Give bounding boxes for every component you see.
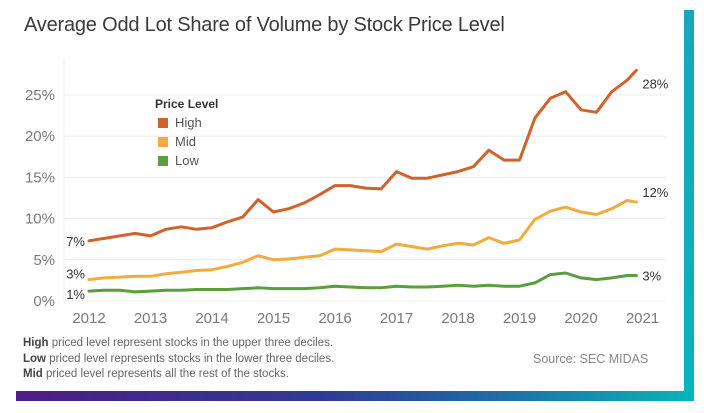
x-tick-label: 2014 <box>195 310 228 327</box>
footnotes: High priced level represent stocks in th… <box>23 336 334 383</box>
footnote-low: Low priced level represents stocks in th… <box>23 352 334 368</box>
end-labels: 7% 28% 3% 12% 1% 3% <box>66 76 669 302</box>
footnote-high-term: High <box>23 337 49 349</box>
footnote-high-text: priced level represent stocks in the upp… <box>48 337 334 349</box>
series-lines <box>87 68 638 294</box>
footnote-low-term: Low <box>23 352 46 365</box>
legend-item-high[interactable]: High <box>155 113 218 132</box>
start-label-mid: 3% <box>66 267 85 282</box>
legend-swatch-low <box>158 155 168 166</box>
y-tick-label: 0% <box>33 293 55 310</box>
legend-label-high: High <box>175 115 202 130</box>
legend-title: Price Level <box>155 97 219 111</box>
x-tick-label: 2012 <box>72 310 105 327</box>
y-tick-label: 15% <box>25 169 55 186</box>
y-tick-label: 5% <box>33 252 55 269</box>
legend-label-mid: Mid <box>175 134 196 149</box>
series-line-low[interactable] <box>87 271 638 294</box>
frame-bottom-bar <box>16 391 694 401</box>
end-label-mid: 12% <box>642 185 668 200</box>
y-axis: 0% 5% 10% 15% 20% 25% <box>25 87 55 310</box>
y-tick-label: 10% <box>25 211 55 228</box>
start-label-high: 7% <box>66 234 85 249</box>
footnote-mid-term: Mid <box>23 368 43 380</box>
footnote-high: High priced level represent stocks in th… <box>23 336 334 352</box>
legend-swatch-high <box>158 117 168 128</box>
gridlines <box>63 58 665 302</box>
legend-item-low[interactable]: Low <box>155 151 218 170</box>
end-label-high: 28% <box>642 76 668 91</box>
x-axis: 2012 2013 2014 2015 2016 2017 2018 2019 2020 2021 <box>72 310 659 327</box>
y-tick-label: 25% <box>25 87 55 104</box>
footnote-mid: Mid priced level represents all the rest… <box>23 367 334 383</box>
source-note: Source: SEC MIDAS <box>533 352 649 366</box>
end-label-low: 3% <box>642 268 661 283</box>
y-tick-label: 20% <box>25 128 55 145</box>
chart-title: Average Odd Lot Share of Volume by Stock… <box>24 14 505 36</box>
x-tick-label: 2013 <box>134 310 167 327</box>
series-line-mid[interactable] <box>87 199 638 282</box>
legend-label-low: Low <box>175 153 199 168</box>
x-tick-label: 2015 <box>257 310 290 327</box>
x-tick-label: 2019 <box>503 310 536 327</box>
x-tick-label: 2021 <box>626 310 659 327</box>
x-tick-label: 2020 <box>564 310 597 327</box>
legend-swatch-mid <box>158 136 168 147</box>
legend: Price Level High Mid Low <box>155 97 218 170</box>
x-tick-label: 2018 <box>441 310 474 327</box>
series-line-high[interactable] <box>87 68 638 243</box>
footnote-mid-text: priced level represents all the rest of … <box>42 368 289 380</box>
start-label-low: 1% <box>66 287 85 302</box>
legend-item-mid[interactable]: Mid <box>155 132 218 151</box>
x-tick-label: 2016 <box>318 310 351 327</box>
x-tick-label: 2017 <box>380 310 413 327</box>
footnote-low-text: priced level represents stocks in the lo… <box>46 352 335 365</box>
frame-right-bar <box>684 10 694 401</box>
